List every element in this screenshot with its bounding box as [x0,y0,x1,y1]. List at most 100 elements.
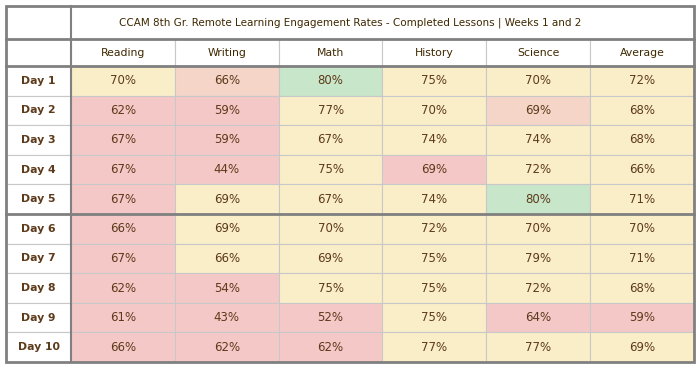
Text: 59%: 59% [214,104,239,117]
Bar [382,244,486,273]
Bar [71,303,175,332]
Bar [382,273,486,303]
Text: 68%: 68% [629,134,655,146]
Text: 67%: 67% [110,134,136,146]
Bar [279,273,382,303]
Bar [486,303,590,332]
Bar [175,39,279,66]
Text: 67%: 67% [110,163,136,176]
Text: Average: Average [620,47,664,57]
Bar [590,39,694,66]
Bar [6,332,71,362]
Text: Day 6: Day 6 [21,224,56,234]
Bar [486,273,590,303]
Text: 69%: 69% [214,222,240,235]
Text: 67%: 67% [110,193,136,206]
Bar [590,303,694,332]
Bar [279,155,382,184]
Text: Math: Math [317,47,344,57]
Text: 80%: 80% [318,74,344,87]
Text: 74%: 74% [421,134,447,146]
Bar [279,125,382,155]
Text: 75%: 75% [318,282,344,294]
Text: History: History [415,47,454,57]
Text: 77%: 77% [318,104,344,117]
Bar [175,332,279,362]
Bar [175,66,279,96]
Text: 74%: 74% [525,134,552,146]
Bar [279,244,382,273]
Text: 43%: 43% [214,311,239,324]
Bar [486,244,590,273]
Bar [6,214,71,244]
Text: Day 8: Day 8 [21,283,56,293]
Text: 72%: 72% [421,222,447,235]
Bar [590,273,694,303]
Bar [71,155,175,184]
Text: 70%: 70% [421,104,447,117]
Text: 75%: 75% [318,163,344,176]
Bar [175,155,279,184]
Bar [71,332,175,362]
Bar [590,332,694,362]
Bar [6,155,71,184]
Text: 59%: 59% [629,311,655,324]
Text: 59%: 59% [214,134,239,146]
Bar [71,125,175,155]
Text: 70%: 70% [318,222,344,235]
Bar [382,125,486,155]
Bar [6,39,71,66]
Bar [175,214,279,244]
Bar [175,96,279,125]
Text: 77%: 77% [421,341,447,354]
Text: Day 3: Day 3 [21,135,56,145]
Text: 66%: 66% [214,74,240,87]
Text: 61%: 61% [110,311,136,324]
Text: Day 4: Day 4 [21,164,56,174]
Text: 75%: 75% [421,74,447,87]
Bar [175,273,279,303]
Text: 70%: 70% [525,74,551,87]
Text: 71%: 71% [629,252,655,265]
Bar [6,244,71,273]
Bar [175,303,279,332]
Bar [382,303,486,332]
Bar [382,332,486,362]
Bar [486,214,590,244]
Bar [175,125,279,155]
Text: Day 7: Day 7 [21,254,56,263]
Text: 69%: 69% [318,252,344,265]
Text: 66%: 66% [110,222,136,235]
Bar [590,155,694,184]
Text: 66%: 66% [214,252,240,265]
Bar [382,214,486,244]
Bar [486,155,590,184]
Bar [6,184,71,214]
Text: 77%: 77% [525,341,552,354]
Text: Reading: Reading [101,47,145,57]
Bar [382,155,486,184]
Bar [6,273,71,303]
Text: Day 1: Day 1 [21,76,56,86]
Bar [590,184,694,214]
Text: 75%: 75% [421,311,447,324]
Text: 69%: 69% [629,341,655,354]
Bar [279,39,382,66]
Text: 72%: 72% [525,163,552,176]
Text: 64%: 64% [525,311,552,324]
Bar [71,66,175,96]
Bar [486,96,590,125]
Text: 62%: 62% [110,104,136,117]
Text: Day 2: Day 2 [21,105,56,116]
Bar [590,214,694,244]
Bar [382,184,486,214]
Text: 68%: 68% [629,104,655,117]
Bar [486,66,590,96]
Bar [279,96,382,125]
Text: 69%: 69% [421,163,447,176]
Bar [382,66,486,96]
Text: 66%: 66% [629,163,655,176]
Text: Day 9: Day 9 [21,312,56,323]
Bar [279,66,382,96]
Text: 70%: 70% [110,74,136,87]
